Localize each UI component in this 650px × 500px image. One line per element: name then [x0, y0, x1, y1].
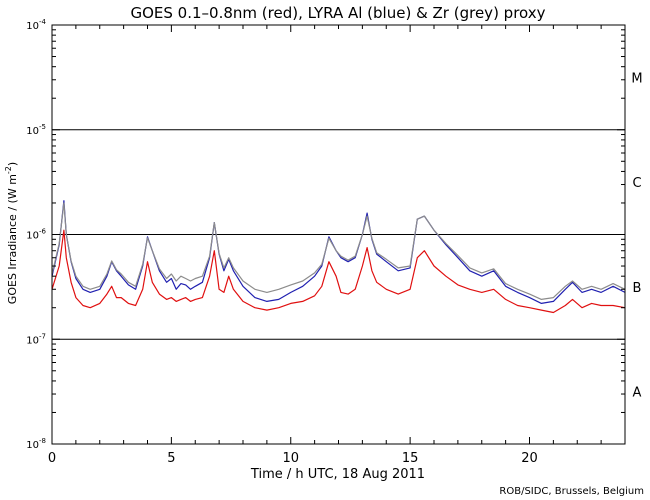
credit-text: ROB/SIDC, Brussels, Belgium	[499, 486, 644, 497]
y-axis-label-text: GOES Irradiance / (W m	[6, 174, 19, 304]
flare-class-labels: M C B A	[631, 71, 642, 400]
y-tick-label: 10-4	[26, 18, 46, 32]
series-line-1	[51, 229, 626, 314]
chart-title: GOES 0.1–0.8nm (red), LYRA Al (blue) & Z…	[130, 4, 545, 22]
series-line-2	[51, 200, 626, 304]
y-tick-label: 10-6	[26, 228, 46, 242]
class-label-a: A	[633, 386, 642, 401]
class-label-b: B	[633, 281, 642, 296]
x-tick-label: 20	[521, 451, 538, 466]
y-axis-label: GOES Irradiance / (W m-2)	[4, 162, 19, 304]
y-tick-label: 10-5	[26, 123, 46, 137]
x-tick-label: 5	[167, 451, 175, 466]
x-tick-label: 10	[282, 451, 299, 466]
y-axis-label-exponent: -2	[4, 166, 13, 174]
y-tick-label: 10-7	[26, 332, 46, 346]
class-level-lines	[52, 129, 625, 340]
class-label-c: C	[632, 176, 641, 191]
x-tick-label: 0	[48, 451, 56, 466]
x-axis-label: Time / h UTC, 18 Aug 2011	[250, 467, 425, 482]
class-label-m: M	[631, 71, 642, 86]
y-axis-label-close: )	[6, 162, 19, 166]
y-tick-label: 10-8	[26, 437, 46, 451]
x-tick-label: 15	[402, 451, 419, 466]
x-axis: 0 5 10 15 20	[48, 25, 626, 466]
series-layer	[51, 200, 626, 314]
series-line-3	[51, 202, 626, 300]
y-axis: 10-8 10-7 10-6 10-5 10-4	[26, 18, 625, 451]
